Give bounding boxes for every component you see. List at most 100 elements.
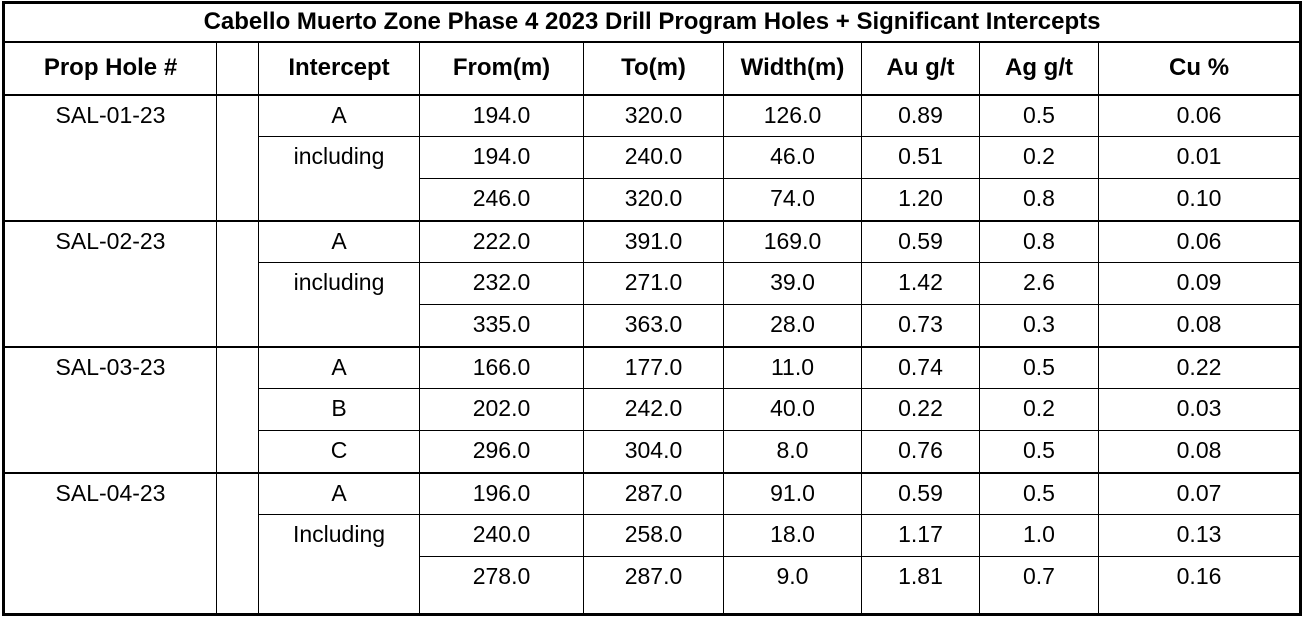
spacer-cell xyxy=(216,471,259,615)
col-header-spacer xyxy=(216,41,259,96)
to-cell: 177.0 xyxy=(583,345,724,389)
col-header-hole: Prop Hole # xyxy=(3,41,217,96)
cu-cell: 0.09 xyxy=(1097,262,1302,305)
from-cell: 194.0 xyxy=(419,93,584,137)
width-cell: 40.0 xyxy=(723,388,862,431)
ag-cell: 0.7 xyxy=(979,556,1099,615)
table-title-row: Cabello Muerto Zone Phase 4 2023 Drill P… xyxy=(2,2,1302,43)
hole-id-cell: SAL-03-23 xyxy=(3,345,217,473)
table-row: SAL-03-23 A 166.0 177.0 11.0 0.74 0.5 0.… xyxy=(3,345,1302,473)
au-cell: 0.59 xyxy=(861,219,980,263)
width-cell: 74.0 xyxy=(723,178,862,221)
col-header-to: To(m) xyxy=(583,41,724,96)
col-header-width: Width(m) xyxy=(723,41,862,96)
from-cell: 335.0 xyxy=(419,304,584,347)
intercept-cell: C xyxy=(258,430,420,473)
intercept-cell: including xyxy=(258,262,420,347)
intercept-cell: Including xyxy=(258,514,420,615)
intercept-cell: A xyxy=(258,219,420,263)
width-cell: 9.0 xyxy=(723,556,862,615)
au-cell: 1.81 xyxy=(861,556,980,615)
au-cell: 0.22 xyxy=(861,388,980,431)
hole-id-cell: SAL-02-23 xyxy=(3,219,217,347)
intercept-cell: B xyxy=(258,388,420,431)
cu-cell: 0.06 xyxy=(1097,219,1302,263)
au-cell: 0.74 xyxy=(861,345,980,389)
ag-cell: 0.8 xyxy=(979,178,1099,221)
au-cell: 0.59 xyxy=(861,471,980,515)
col-header-ag: Ag g/t xyxy=(979,41,1099,96)
col-header-au: Au g/t xyxy=(861,41,980,96)
width-cell: 18.0 xyxy=(723,514,862,557)
from-cell: 222.0 xyxy=(419,219,584,263)
to-cell: 240.0 xyxy=(583,136,724,179)
ag-cell: 0.5 xyxy=(979,430,1099,473)
from-cell: 166.0 xyxy=(419,345,584,389)
cu-cell: 0.08 xyxy=(1097,430,1302,473)
to-cell: 304.0 xyxy=(583,430,724,473)
from-cell: 232.0 xyxy=(419,262,584,305)
width-cell: 8.0 xyxy=(723,430,862,473)
intercept-cell: A xyxy=(258,93,420,137)
au-cell: 0.89 xyxy=(861,93,980,137)
from-cell: 202.0 xyxy=(419,388,584,431)
col-header-from: From(m) xyxy=(419,41,584,96)
cu-cell: 0.07 xyxy=(1097,471,1302,515)
table-header-row: Prop Hole # Intercept From(m) To(m) Widt… xyxy=(3,41,1302,96)
cu-cell: 0.16 xyxy=(1097,556,1302,615)
to-cell: 271.0 xyxy=(583,262,724,305)
ag-cell: 0.8 xyxy=(979,219,1099,263)
table-title: Cabello Muerto Zone Phase 4 2023 Drill P… xyxy=(2,2,1302,43)
from-cell: 196.0 xyxy=(419,471,584,515)
cu-cell: 0.10 xyxy=(1097,178,1302,221)
to-cell: 363.0 xyxy=(583,304,724,347)
col-header-cu: Cu % xyxy=(1097,41,1302,96)
to-cell: 287.0 xyxy=(583,556,724,615)
ag-cell: 0.3 xyxy=(979,304,1099,347)
hole-id-cell: SAL-04-23 xyxy=(3,471,217,615)
au-cell: 0.76 xyxy=(861,430,980,473)
to-cell: 258.0 xyxy=(583,514,724,557)
table-row: SAL-04-23 A 196.0 287.0 91.0 0.59 0.5 0.… xyxy=(3,471,1302,615)
to-cell: 391.0 xyxy=(583,219,724,263)
width-cell: 28.0 xyxy=(723,304,862,347)
cu-cell: 0.03 xyxy=(1097,388,1302,431)
table-row: 335.0 363.0 28.0 0.73 0.3 0.08 xyxy=(4,304,1302,347)
ag-cell: 0.5 xyxy=(979,93,1099,137)
to-cell: 320.0 xyxy=(583,93,724,137)
spacer-cell xyxy=(216,345,259,473)
intercept-cell: including xyxy=(258,136,420,221)
ag-cell: 0.5 xyxy=(979,345,1099,389)
au-cell: 1.20 xyxy=(861,178,980,221)
width-cell: 169.0 xyxy=(723,219,862,263)
spacer-cell xyxy=(216,219,259,347)
width-cell: 126.0 xyxy=(723,93,862,137)
table-row: C 296.0 304.0 8.0 0.76 0.5 0.08 xyxy=(4,430,1302,473)
cu-cell: 0.01 xyxy=(1097,136,1302,179)
table-row: 278.0 287.0 9.0 1.81 0.7 0.16 xyxy=(4,556,1302,615)
width-cell: 46.0 xyxy=(723,136,862,179)
au-cell: 1.42 xyxy=(861,262,980,305)
au-cell: 0.73 xyxy=(861,304,980,347)
cu-cell: 0.13 xyxy=(1097,514,1302,557)
ag-cell: 0.5 xyxy=(979,471,1099,515)
col-header-intercept: Intercept xyxy=(258,41,420,96)
au-cell: 1.17 xyxy=(861,514,980,557)
cu-cell: 0.08 xyxy=(1097,304,1302,347)
width-cell: 11.0 xyxy=(723,345,862,389)
width-cell: 91.0 xyxy=(723,471,862,515)
width-cell: 39.0 xyxy=(723,262,862,305)
ag-cell: 0.2 xyxy=(979,388,1099,431)
hole-id-cell: SAL-01-23 xyxy=(3,93,217,221)
from-cell: 296.0 xyxy=(419,430,584,473)
to-cell: 242.0 xyxy=(583,388,724,431)
from-cell: 240.0 xyxy=(419,514,584,557)
spacer-cell xyxy=(216,93,259,221)
cu-cell: 0.22 xyxy=(1097,345,1302,389)
table-row: including 232.0 271.0 39.0 1.42 2.6 0.09 xyxy=(4,262,1302,347)
cu-cell: 0.06 xyxy=(1097,93,1302,137)
from-cell: 194.0 xyxy=(419,136,584,179)
table-row: SAL-01-23 A 194.0 320.0 126.0 0.89 0.5 0… xyxy=(3,93,1302,221)
ag-cell: 2.6 xyxy=(979,262,1099,305)
